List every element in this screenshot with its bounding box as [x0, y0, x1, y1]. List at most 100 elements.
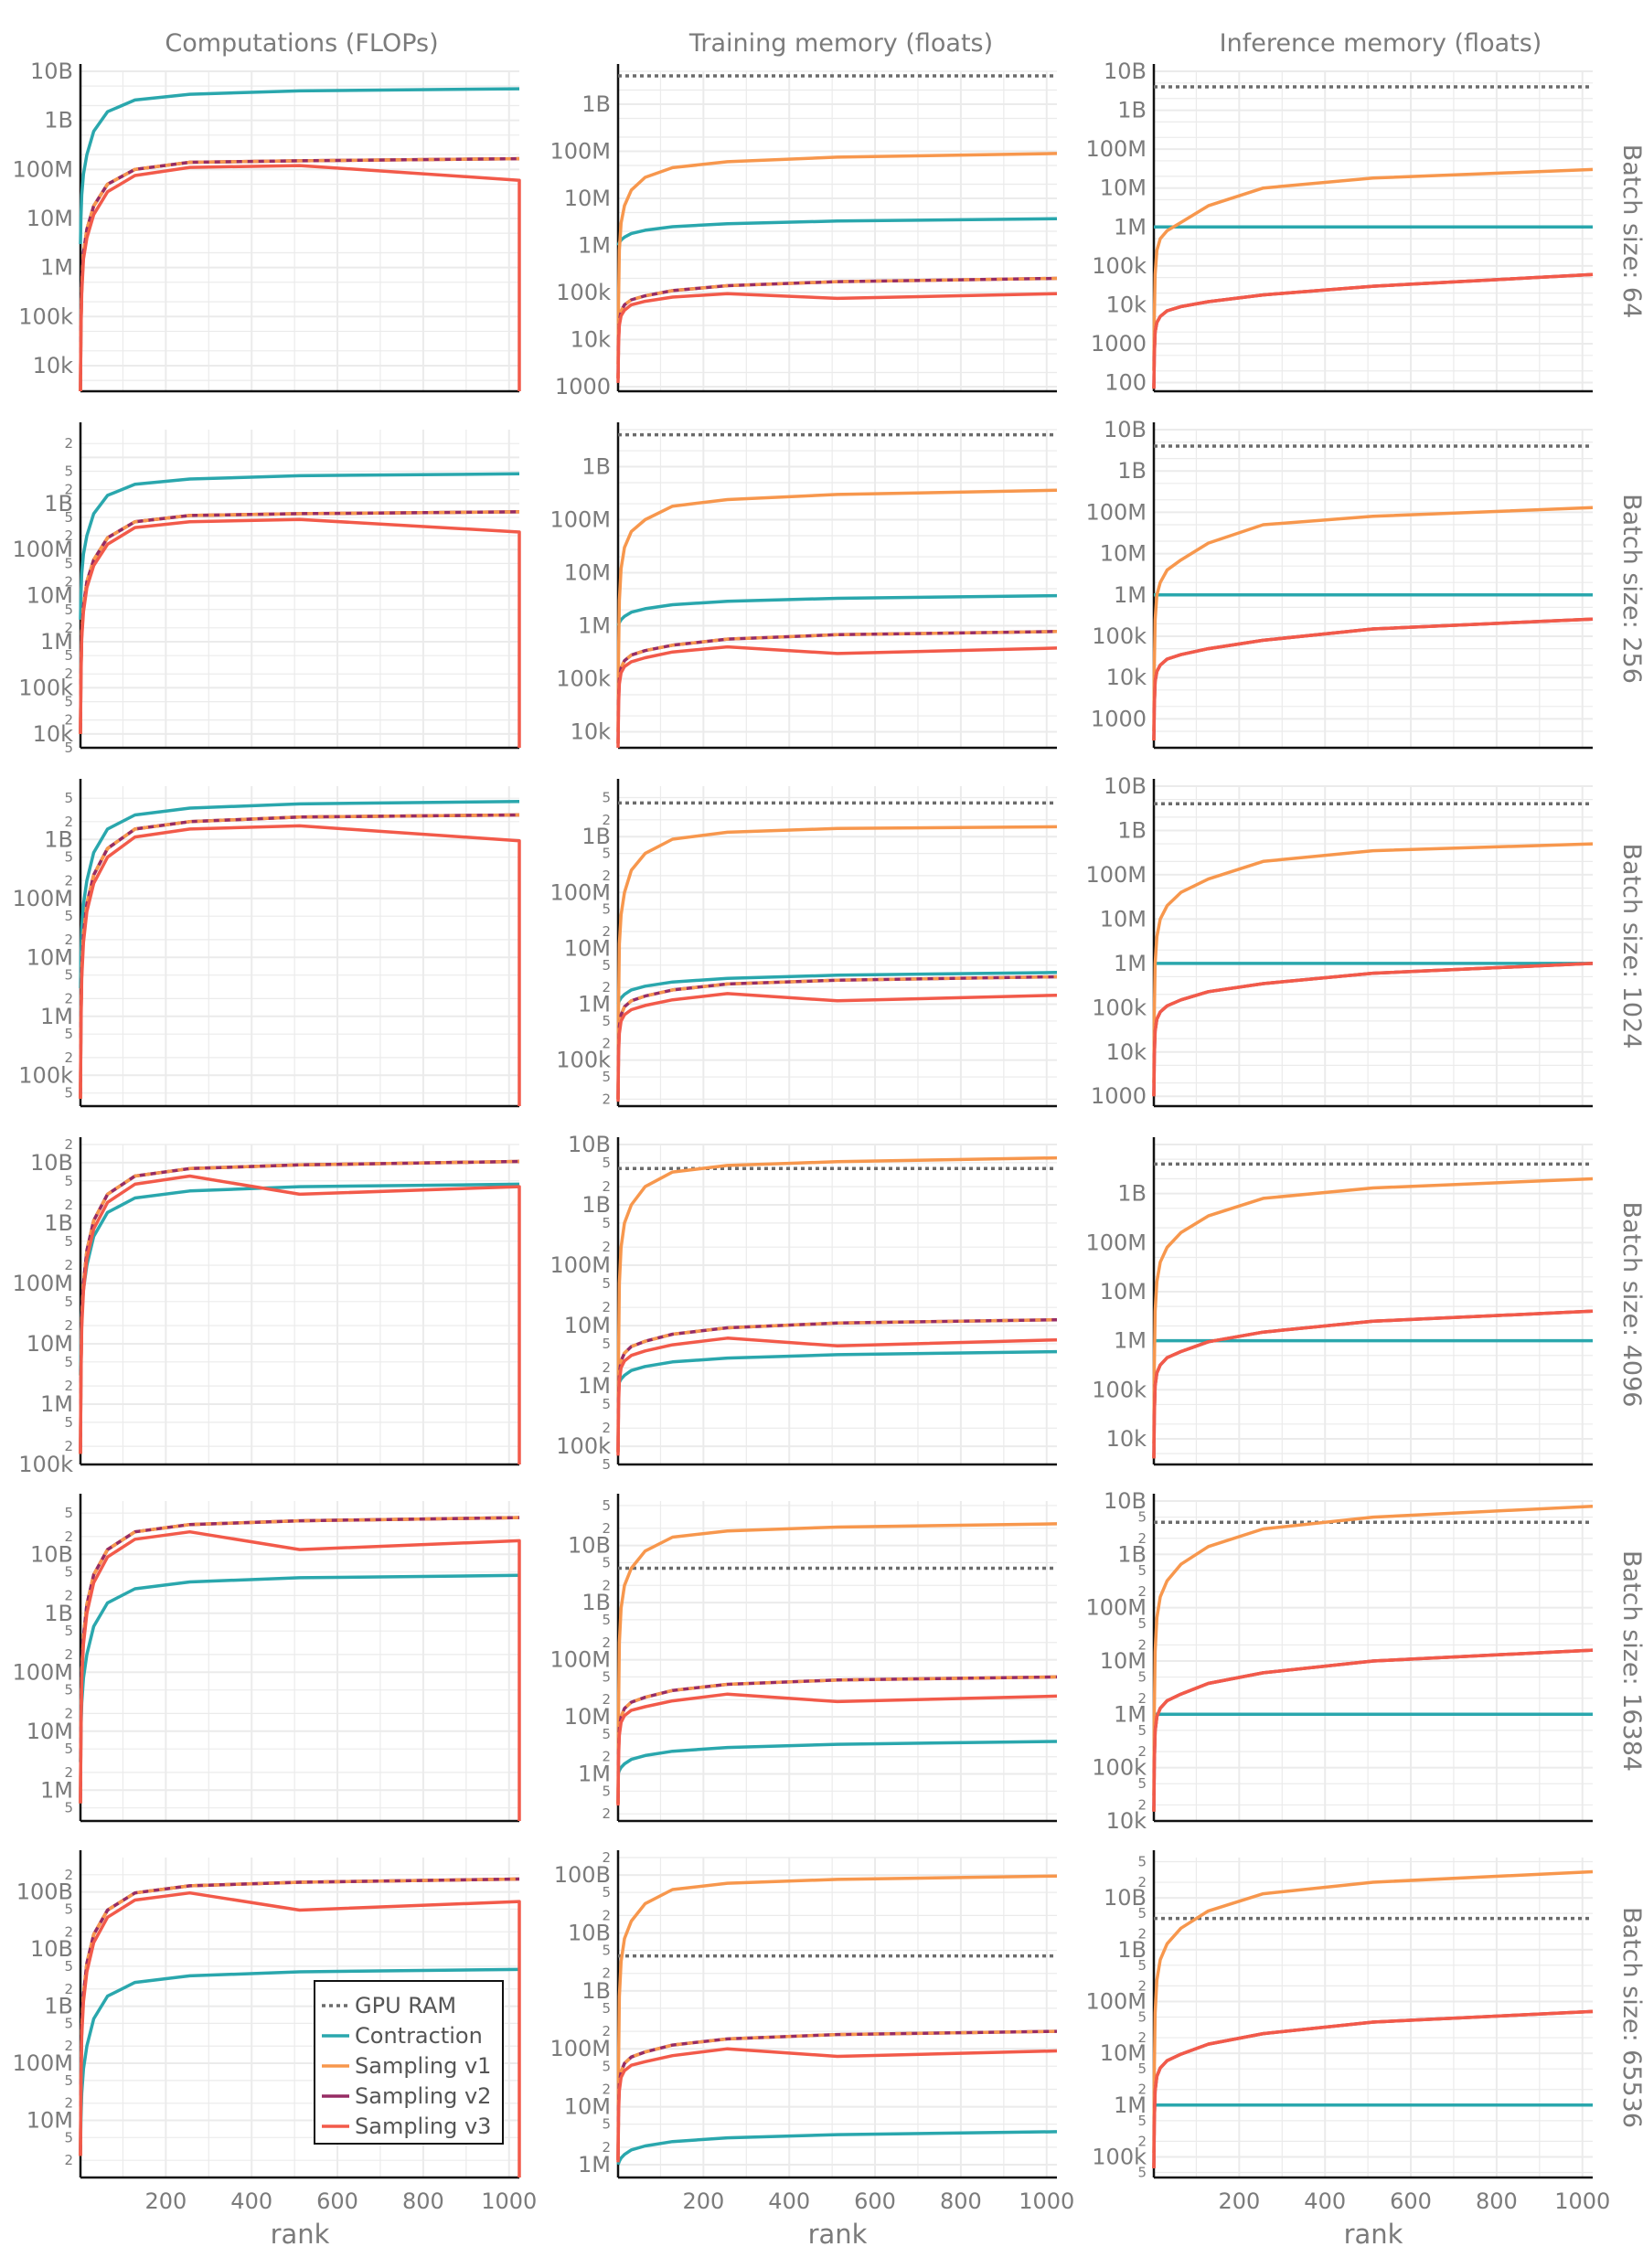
y-minor-tick-label: 2 [64, 1378, 73, 1394]
series-sampling-v2 [1152, 617, 1594, 741]
y-tick-label: 10M [27, 2108, 73, 2134]
y-tick-label: 10M [27, 583, 73, 609]
y-tick-label: 100M [549, 507, 611, 533]
y-minor-tick-label: 5 [602, 2000, 611, 2017]
y-minor-tick-label: 5 [64, 1233, 73, 1250]
y-minor-tick-label: 2 [602, 1359, 611, 1376]
y-minor-tick-label: 2 [602, 1035, 611, 1051]
panel-r3-c3: 1000 10k 100k 1M 10M 100M 1B 10B [1085, 773, 1594, 1109]
y-tick-label: 10M [564, 186, 611, 211]
y-tick-label: 1B [44, 1994, 73, 2019]
y-minor-tick-label: 2 [64, 1981, 73, 1997]
y-minor-tick-label: 2 [64, 1197, 73, 1213]
series-contraction [79, 799, 520, 989]
y-minor-tick-label: 2 [64, 2038, 73, 2054]
series-sampling-v1 [616, 152, 1058, 365]
y-minor-tick-label: 5 [602, 1884, 611, 1901]
series-overlap-dash [1152, 1309, 1594, 1459]
panel-r2-c2: 10k 100k 1M 10M 100M 1B [549, 422, 1058, 750]
series-sampling-v3 [79, 164, 521, 392]
series-sampling-v1 [1152, 1504, 1594, 1796]
row-title: Batch size: 256 [1617, 494, 1643, 684]
y-minor-tick-label: 5 [64, 1026, 73, 1042]
y-minor-tick-label: 5 [602, 1155, 611, 1171]
y-minor-tick-label: 5 [602, 1069, 611, 1085]
y-minor-tick-label: 5 [64, 1085, 73, 1102]
column-title: Inference memory (floats) [1220, 29, 1542, 58]
y-minor-tick-label: 5 [1137, 1669, 1147, 1686]
x-tick-label: 400 [1304, 2188, 1346, 2214]
y-minor-tick-label: 2 [64, 527, 73, 544]
series-contraction [79, 87, 520, 245]
y-minor-tick-label: 5 [602, 1554, 611, 1571]
x-tick-label: 200 [1218, 2188, 1260, 2214]
y-minor-tick-label: 5 [64, 790, 73, 806]
y-minor-tick-label: 2 [602, 1239, 611, 1255]
series-sampling-v2 [616, 974, 1058, 1100]
y-minor-tick-label: 2 [1137, 2029, 1147, 2046]
panel-r2-c3: 1000 10k 100k 1M 10M 100M 1B 10B [1085, 417, 1594, 750]
y-minor-tick-label: 2 [64, 573, 73, 590]
y-tick-label: 10M [1100, 541, 1147, 567]
y-tick-label: 100M [1085, 1230, 1147, 1255]
y-minor-tick-label: 2 [602, 923, 611, 940]
x-tick-label: 1000 [1019, 2188, 1074, 2214]
y-minor-tick-label: 5 [64, 967, 73, 984]
x-tick-label: 800 [1476, 2188, 1518, 2214]
series-contraction [616, 217, 1058, 247]
y-minor-tick-label: 5 [1137, 2008, 1147, 2025]
y-tick-label: 10B [1104, 59, 1147, 84]
series-overlap-dash [79, 510, 520, 734]
series-sampling-v2 [79, 1516, 520, 1804]
series-sampling-v3 [79, 1529, 521, 1821]
y-tick-label: 10M [27, 944, 73, 970]
y-minor-tick-label: 2 [602, 1749, 611, 1765]
y-tick-label: 100k [18, 1062, 73, 1088]
y-minor-tick-label: 2 [64, 2095, 73, 2112]
y-minor-tick-label: 2 [1137, 2133, 1147, 2149]
y-tick-label: 100M [12, 156, 73, 182]
y-minor-tick-label: 2 [602, 1420, 611, 1436]
y-tick-label: 1M [1114, 1328, 1147, 1354]
y-minor-tick-label: 2 [64, 1587, 73, 1603]
series-sampling-v3 [79, 517, 521, 748]
series-contraction [79, 472, 520, 620]
y-tick-label: 10B [1104, 417, 1147, 442]
y-minor-tick-label: 5 [64, 1682, 73, 1698]
row-title: Batch size: 64 [1617, 144, 1643, 319]
y-minor-tick-label: 2 [64, 872, 73, 889]
series-sampling-v3 [616, 644, 1058, 749]
y-tick-label: 1B [1117, 1937, 1147, 1963]
y-tick-label: 1B [44, 826, 73, 852]
y-minor-tick-label: 2 [64, 1923, 73, 1940]
y-minor-tick-label: 5 [1137, 1957, 1147, 1974]
y-tick-label: 1B [1117, 1181, 1147, 1207]
x-tick-label: 600 [854, 2188, 896, 2214]
y-minor-tick-label: 2 [64, 1528, 73, 1545]
x-tick-label: 400 [768, 2188, 810, 2214]
y-minor-tick-label: 5 [602, 846, 611, 862]
y-minor-tick-label: 2 [602, 1634, 611, 1651]
y-minor-tick-label: 2 [1137, 2082, 1147, 2098]
series-overlap-dash [1152, 617, 1594, 741]
y-tick-label: 10B [568, 1533, 611, 1559]
y-tick-label: 10k [571, 327, 612, 353]
y-minor-tick-label: 2 [602, 1849, 611, 1866]
y-tick-label: 10B [30, 1541, 73, 1567]
series-overlap-dash [79, 156, 520, 392]
y-tick-label: 10M [1100, 1648, 1147, 1674]
series-sampling-v1 [79, 1516, 520, 1804]
x-axis-label: rank [271, 2219, 330, 2250]
y-minor-tick-label: 2 [64, 482, 73, 498]
y-minor-tick-label: 2 [64, 932, 73, 948]
y-tick-label: 100k [1092, 1755, 1147, 1781]
y-minor-tick-label: 2 [64, 990, 73, 1006]
y-tick-label: 100M [1085, 136, 1147, 162]
y-tick-label: 100k [18, 303, 73, 329]
y-tick-label: 10k [571, 719, 612, 745]
y-minor-tick-label: 5 [64, 1564, 73, 1581]
